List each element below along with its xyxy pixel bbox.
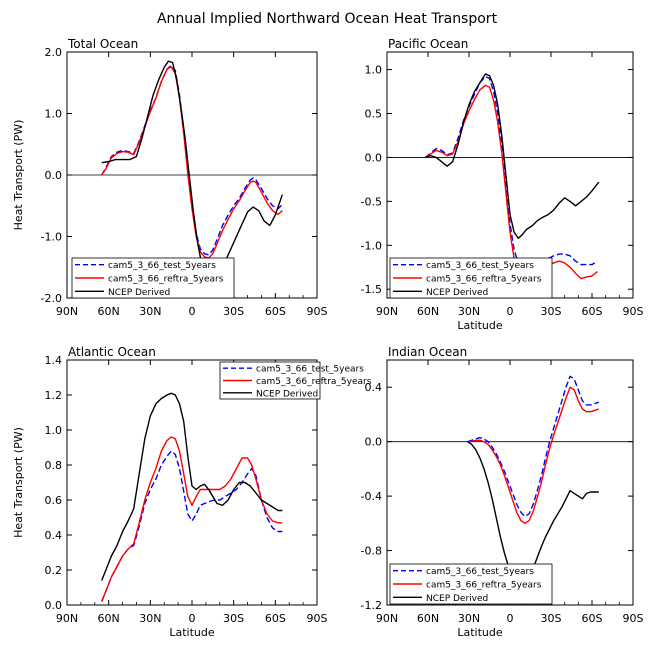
series-line-1 [424, 84, 598, 280]
legend-label-0: cam5_3_66_test_5years [108, 261, 216, 271]
x-tick-label: 60S [582, 612, 603, 625]
x-tick-label: 60S [265, 612, 286, 625]
x-tick-label: 90S [307, 612, 328, 625]
x-tick-label: 90N [376, 305, 398, 318]
series-group [101, 392, 283, 602]
y-tick-label: -1.0 [361, 239, 382, 252]
x-tick-label: 60N [98, 305, 120, 318]
y-tick-label: 1.0 [365, 64, 383, 77]
x-tick-label: 30S [223, 305, 244, 318]
x-tick-label: 0 [507, 305, 514, 318]
panel-0: 90N 60N 30N 0 30S 60S 90S -2.0 -1.0 0.0 1.0 2.0 Tota… [12, 37, 328, 318]
legend-label-2: NCEP Derived [426, 594, 488, 604]
x-tick-label: 30N [139, 305, 161, 318]
series-line-2 [101, 392, 283, 581]
y-tick-label: 0.0 [45, 169, 63, 182]
series-line-1 [101, 66, 283, 259]
y-axis-label: Heat Transport (PW) [12, 120, 25, 231]
series-line-2 [425, 73, 600, 240]
legend-label-1: cam5_3_66_reftra_5years [426, 275, 542, 285]
x-tick-label: 0 [189, 612, 196, 625]
x-tick-label: 30N [458, 612, 480, 625]
x-tick-label: 90S [623, 612, 644, 625]
legend: cam5_3_66_test_5years cam5_3_66_reftra_5y… [389, 257, 553, 299]
y-tick-label: 0.5 [365, 108, 383, 121]
legend: cam5_3_66_test_5years cam5_3_66_reftra_5y… [389, 563, 553, 605]
series-line-1 [467, 386, 600, 524]
x-tick-label: 90N [376, 612, 398, 625]
legend-label-2: NCEP Derived [108, 288, 170, 298]
panel-2: 90N 60N 30N 0 30S 60S 90S 0.0 0.2 0.4 0.6 0.8 1.0 1.2… [12, 345, 372, 639]
panel-title: Pacific Ocean [388, 37, 468, 51]
series-line-0 [424, 75, 598, 268]
y-tick-label: 0.0 [45, 599, 63, 612]
y-tick-label: 0.4 [45, 529, 63, 542]
y-tick-label: -1.2 [361, 599, 382, 612]
y-tick-label: 0.2 [45, 564, 63, 577]
series-group [467, 375, 600, 586]
x-tick-label: 0 [507, 612, 514, 625]
legend: cam5_3_66_test_5years cam5_3_66_reftra_5y… [219, 361, 372, 400]
x-tick-label: 60S [265, 305, 286, 318]
series-group [101, 60, 283, 284]
y-tick-label: 0.6 [45, 494, 63, 507]
x-axis-label: Latitude [457, 626, 503, 639]
panel-3: 90N 60N 30N 0 30S 60S 90S -1.2 -0.8 -0.4 0.0 0.4 Ind… [361, 345, 644, 639]
series-line-1 [101, 436, 283, 602]
legend-label-0: cam5_3_66_test_5years [426, 567, 534, 577]
series-line-2 [101, 60, 283, 284]
x-tick-label: 90N [56, 305, 78, 318]
x-tick-label: 30N [458, 305, 480, 318]
y-tick-label: -0.8 [361, 545, 382, 558]
legend-label-2: NCEP Derived [426, 288, 488, 298]
x-tick-label: 30N [139, 612, 161, 625]
x-tick-label: 60N [417, 305, 439, 318]
series-group [424, 73, 600, 280]
y-tick-label: 0.0 [365, 151, 383, 164]
y-tick-label: -1.0 [41, 231, 62, 244]
x-tick-label: 30S [541, 612, 562, 625]
x-tick-label: 90S [307, 305, 328, 318]
legend-label-0: cam5_3_66_test_5years [256, 365, 364, 375]
y-tick-label: 0.4 [365, 381, 383, 394]
y-tick-label: 0.8 [45, 459, 63, 472]
legend-label-1: cam5_3_66_reftra_5years [108, 275, 224, 285]
y-axis-label: Heat Transport (PW) [12, 427, 25, 538]
y-tick-label: 1.0 [45, 424, 63, 437]
x-tick-label: 60N [98, 612, 120, 625]
legend-label-1: cam5_3_66_reftra_5years [426, 581, 542, 591]
panel-1: 90N 60N 30N 0 30S 60S 90S -1.5 -1.0 -0.5 0.0 0.5 1.0… [361, 37, 644, 332]
y-tick-label: 0.0 [365, 436, 383, 449]
x-tick-label: 90S [623, 305, 644, 318]
y-tick-label: 1.0 [45, 108, 63, 121]
x-axis-label: Latitude [457, 319, 503, 332]
x-tick-label: 30S [541, 305, 562, 318]
y-tick-label: -0.5 [361, 195, 382, 208]
x-tick-label: 60N [417, 612, 439, 625]
panel-title: Total Ocean [67, 37, 138, 51]
y-tick-label: 1.2 [45, 389, 63, 402]
panel-title: Atlantic Ocean [68, 345, 156, 359]
legend-label-1: cam5_3_66_reftra_5years [256, 377, 372, 387]
x-axis-label: Latitude [169, 626, 215, 639]
y-tick-label: -0.4 [361, 490, 382, 503]
panels: 90N 60N 30N 0 30S 60S 90S -2.0 -1.0 0.0 1.0 2.0 Tota… [12, 37, 644, 639]
series-line-2 [467, 441, 599, 586]
x-tick-label: 90N [56, 612, 78, 625]
legend-label-0: cam5_3_66_test_5years [426, 261, 534, 271]
series-line-0 [101, 450, 283, 602]
y-tick-label: 1.4 [45, 354, 63, 367]
x-tick-label: 0 [189, 305, 196, 318]
panel-title: Indian Ocean [388, 345, 467, 359]
figure-title: Annual Implied Northward Ocean Heat Tran… [157, 11, 498, 27]
legend-label-2: NCEP Derived [256, 389, 318, 399]
series-line-0 [467, 375, 600, 518]
x-tick-label: 30S [223, 612, 244, 625]
y-tick-label: 2.0 [45, 46, 63, 59]
y-tick-label: -1.5 [361, 283, 382, 296]
x-tick-label: 60S [582, 305, 603, 318]
legend: cam5_3_66_test_5years cam5_3_66_reftra_5y… [71, 257, 235, 299]
y-tick-label: -2.0 [41, 292, 62, 305]
